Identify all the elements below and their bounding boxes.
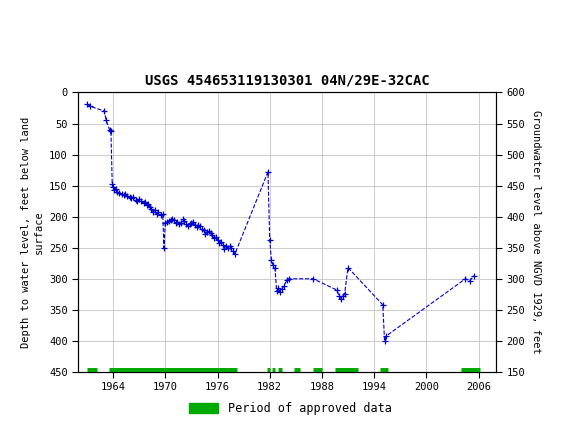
Legend: Period of approved data: Period of approved data bbox=[184, 397, 396, 420]
Y-axis label: Depth to water level, feet below land
surface: Depth to water level, feet below land su… bbox=[21, 117, 44, 348]
Y-axis label: Groundwater level above NGVD 1929, feet: Groundwater level above NGVD 1929, feet bbox=[531, 111, 541, 354]
Text: ≡USGS: ≡USGS bbox=[9, 12, 68, 27]
Title: USGS 454653119130301 04N/29E-32CAC: USGS 454653119130301 04N/29E-32CAC bbox=[145, 73, 429, 87]
